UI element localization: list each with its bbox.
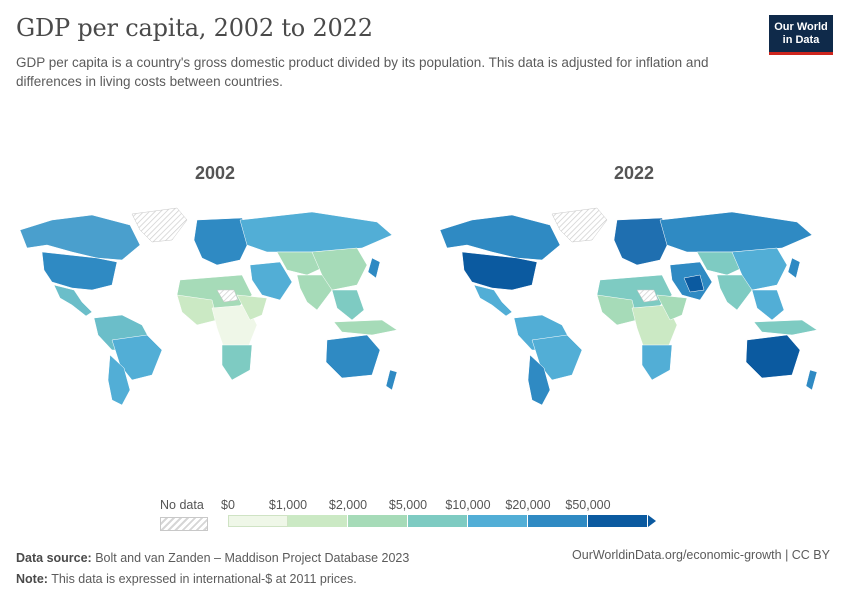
japan-region [787,257,801,279]
usa-region [461,251,538,291]
russia-region [659,211,813,253]
chart-title: GDP per capita, 2002 to 2022 [16,14,373,42]
north-america-north [439,214,561,261]
legend-tick-label: $50,000 [565,498,611,512]
north-america-north [19,214,141,261]
legend-bin[interactable] [468,515,528,527]
east-africa-region [236,294,268,321]
central-america-region [473,284,513,317]
logo-line-1: Our World [774,20,828,33]
legend-tick-label: $2,000 [328,498,368,512]
legend-bin[interactable] [408,515,468,527]
legend-tick-label: $10,000 [445,498,491,512]
no-data-swatch [160,517,208,531]
footer-link[interactable]: OurWorldinData.org/economic-growth | CC … [572,548,830,562]
logo-line-2: in Data [782,33,820,46]
arabia-highlight [683,274,705,293]
usa-region [41,251,118,291]
legend-tick-label: $5,000 [388,498,428,512]
horn-of-africa-region [216,289,239,303]
map-year-2002: 2002 [194,163,236,183]
southern-africa-region [641,344,673,381]
legend-tick-label: $1,000 [268,498,308,512]
southeast-asia-region [751,289,785,321]
source-label: Data source: [16,551,92,565]
russia-region [239,211,393,253]
east-africa-region [656,294,688,321]
source-text: Bolt and van Zanden – Maddison Project D… [95,551,410,565]
australia-region [325,334,381,379]
note-label: Note: [16,572,48,586]
china-region [311,247,368,291]
legend-tick-label: $0 [221,498,235,512]
south-america-south [107,354,131,406]
legend-bin[interactable] [588,515,648,527]
chart-subtitle: GDP per capita is a country's gross dome… [16,55,709,89]
map-year-2022: 2022 [613,163,655,183]
horn-of-africa-region [636,289,659,303]
middle-east-region [249,261,293,301]
central-asia-region [696,251,743,276]
central-america-region [53,284,93,317]
no-data-label: No data [160,498,204,512]
greenland-region [131,207,188,243]
southern-africa-region [221,344,253,381]
china-region [731,247,788,291]
legend-tick-label: $20,000 [505,498,551,512]
central-asia-region [276,251,323,276]
world-map-2022[interactable] [432,190,832,415]
legend-bin[interactable] [288,515,348,527]
indonesia-region [753,319,818,336]
south-america-south [527,354,551,406]
japan-region [367,257,381,279]
new-zealand-region [385,369,398,391]
legend-bin[interactable] [528,515,588,527]
owid-logo[interactable]: Our World in Data [769,15,833,55]
legend-bin[interactable] [348,515,408,527]
world-map-2002[interactable] [12,190,412,415]
legend-arrow-icon [648,515,656,527]
note-text: This data is expressed in international-… [51,572,357,586]
greenland-region [551,207,608,243]
west-africa-region [596,294,638,326]
australia-region [745,334,801,379]
southeast-asia-region [331,289,365,321]
west-africa-region [176,294,218,326]
color-legend: No data $0 $1,000 $2,000 $5,000 $10,000 $20,0… [0,495,850,535]
footer-sources: Data source: Bolt and van Zanden – Maddi… [16,548,409,590]
new-zealand-region [805,369,818,391]
legend-bin[interactable] [228,515,288,527]
indonesia-region [333,319,398,336]
